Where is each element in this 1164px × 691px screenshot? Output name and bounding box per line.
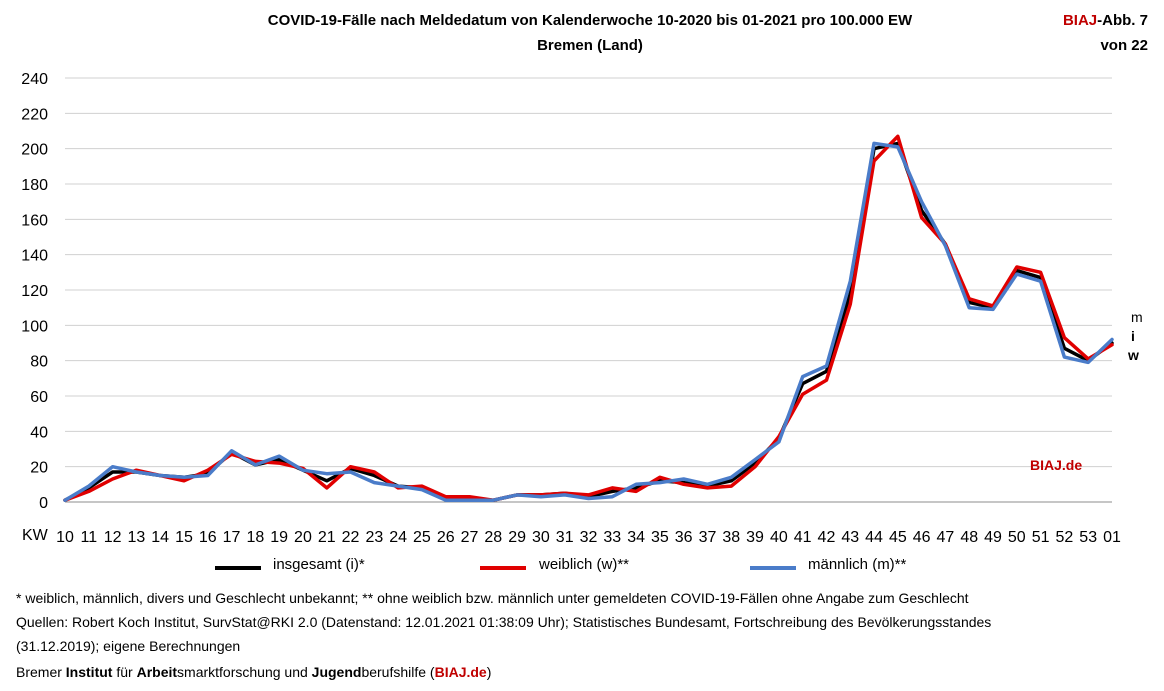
series-line-0 <box>63 141 1114 502</box>
institute-text-4: Arbeit <box>136 664 178 680</box>
series-line-1 <box>63 134 1114 502</box>
y-tick-label: 40 <box>30 424 48 441</box>
series-line-2 <box>63 141 1114 502</box>
x-tick-label: 13 <box>127 529 145 546</box>
x-tick-label: 32 <box>580 529 598 546</box>
y-tick-label: 0 <box>39 495 48 512</box>
x-tick-label: 17 <box>223 529 241 546</box>
chart-watermark: BIAJ.de <box>1030 457 1083 473</box>
chart-title: COVID-19-Fälle nach Meldedatum von Kalen… <box>267 12 913 29</box>
x-tick-label: 47 <box>937 529 955 546</box>
x-tick-label: 37 <box>699 529 717 546</box>
x-tick-label: 41 <box>794 529 812 546</box>
y-tick-label: 140 <box>21 248 48 265</box>
x-tick-label: 48 <box>960 529 978 546</box>
x-tick-label: 42 <box>818 529 836 546</box>
end-label-w: w <box>1128 347 1139 363</box>
x-tick-label: 12 <box>104 529 122 546</box>
x-tick-label: 16 <box>199 529 217 546</box>
y-tick-label: 100 <box>21 318 48 335</box>
brand-label: BIAJ <box>1062 12 1098 29</box>
x-tick-label: 25 <box>413 529 431 546</box>
chart-subtitle: Bremen (Land) <box>537 37 643 54</box>
x-tick-label: 10 <box>56 529 74 546</box>
end-label-m: m <box>1131 309 1143 325</box>
footnote-sources: Quellen: Robert Koch Institut, SurvStat@… <box>16 614 992 630</box>
legend-label-female: weiblich (w)** <box>539 556 630 573</box>
y-tick-label: 80 <box>30 354 48 371</box>
x-tick-label: 29 <box>508 529 526 546</box>
x-tick-label: 01 <box>1103 529 1121 546</box>
x-tick-label: 39 <box>746 529 764 546</box>
footnote-institute: Bremer Institut für Arbeitsmarktforschun… <box>16 664 491 680</box>
x-tick-label: 23 <box>365 529 383 546</box>
x-tick-label: 51 <box>1032 529 1050 546</box>
y-tick-label: 200 <box>21 142 48 159</box>
x-tick-label: 27 <box>461 529 479 546</box>
x-tick-label: 43 <box>841 529 859 546</box>
x-tick-label: 34 <box>627 529 645 546</box>
y-tick-label: 20 <box>30 460 48 477</box>
footnote-line-1: * weiblich, männlich, divers und Geschle… <box>16 590 969 606</box>
x-tick-label: 14 <box>151 529 169 546</box>
x-tick-label: 19 <box>270 529 288 546</box>
institute-text-6: Jugend <box>311 664 362 680</box>
x-tick-label: 36 <box>675 529 693 546</box>
legend-label-male: männlich (m)** <box>808 556 907 573</box>
legend-label-total: insgesamt (i)* <box>273 556 365 573</box>
legend-swatch-male <box>750 566 796 570</box>
y-tick-label: 120 <box>21 283 48 300</box>
x-axis-ticks: 10 11 12 13 14 15 16 17 18 19 20 21 22 23 24 25 26 27 28 29… <box>56 529 1121 546</box>
x-tick-label: 33 <box>603 529 621 546</box>
footnote-sources-cont: (31.12.2019); eigene Berechnungen <box>16 638 241 654</box>
institute-text-9: ) <box>486 664 492 680</box>
end-label-i: i <box>1131 328 1135 344</box>
x-tick-label: 28 <box>484 529 502 546</box>
y-tick-label: 60 <box>30 389 48 406</box>
x-tick-label: 15 <box>175 529 193 546</box>
legend-swatch-total <box>215 566 261 570</box>
legend-swatch-female <box>480 566 526 570</box>
x-tick-label: 52 <box>1056 529 1074 546</box>
institute-text-7: berufshilfe ( <box>361 664 435 680</box>
x-tick-label: 44 <box>865 529 883 546</box>
x-tick-label: 22 <box>342 529 360 546</box>
institute-text-3: für <box>112 664 137 680</box>
institute-text-2: Institut <box>65 664 113 680</box>
institute-text-5: smarktforschung und <box>177 664 312 680</box>
y-tick-label: 220 <box>21 106 48 123</box>
x-tick-label: 24 <box>389 529 407 546</box>
x-tick-label: 35 <box>651 529 669 546</box>
x-tick-label: 45 <box>889 529 907 546</box>
y-tick-label: 160 <box>21 212 48 229</box>
x-tick-label: 31 <box>556 529 574 546</box>
x-tick-label: 20 <box>294 529 312 546</box>
x-tick-label: 30 <box>532 529 550 546</box>
x-axis-label: KW <box>22 527 48 544</box>
series-lines <box>63 134 1114 502</box>
figure-count: von 22 <box>1100 37 1148 54</box>
x-tick-label: 49 <box>984 529 1002 546</box>
figure-number-text: -Abb. 7 <box>1097 12 1148 29</box>
institute-text-1: Bremer <box>16 664 66 680</box>
x-tick-label: 18 <box>246 529 264 546</box>
gridlines <box>65 77 1112 503</box>
x-tick-label: 53 <box>1079 529 1097 546</box>
institute-link[interactable]: BIAJ.de <box>434 664 487 680</box>
y-axis-ticks: 0 20 40 60 80 100 120 140 160 180 200 220 240 <box>21 71 48 512</box>
x-tick-label: 50 <box>1008 529 1026 546</box>
x-tick-label: 21 <box>318 529 336 546</box>
x-tick-label: 38 <box>722 529 740 546</box>
x-tick-label: 11 <box>80 529 97 546</box>
x-tick-label: 46 <box>913 529 931 546</box>
x-tick-label: 26 <box>437 529 455 546</box>
y-tick-label: 240 <box>21 71 48 88</box>
x-tick-label: 40 <box>770 529 788 546</box>
figure-number: BIAJ-Abb. 7 <box>1063 12 1148 29</box>
y-tick-label: 180 <box>21 177 48 194</box>
